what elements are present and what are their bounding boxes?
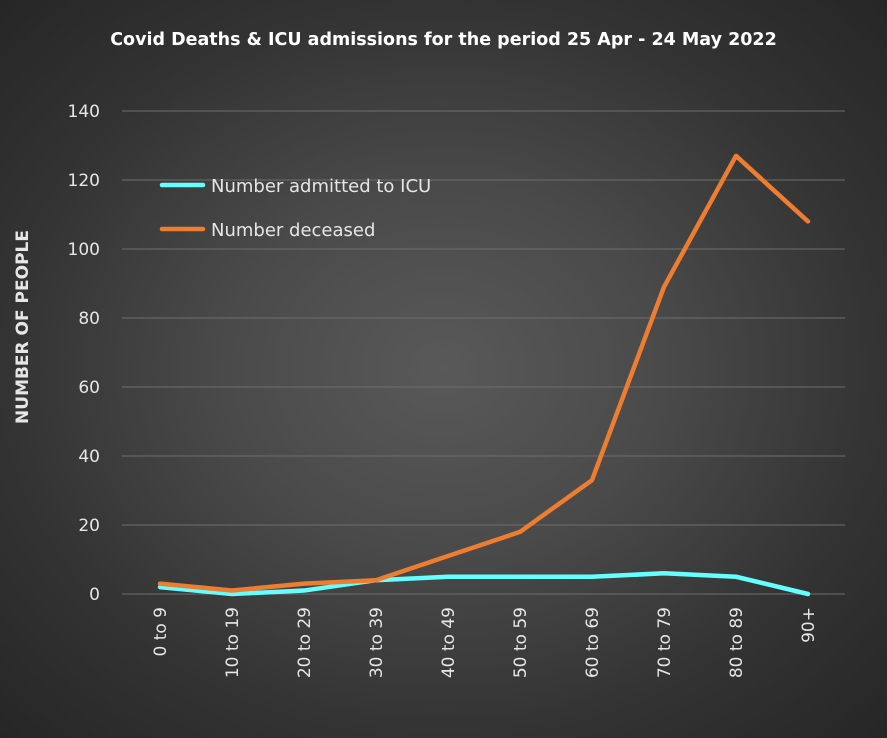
y-tick-label: 20 bbox=[78, 516, 100, 536]
x-tick-label: 30 to 39 bbox=[367, 607, 387, 678]
x-tick-label: 90+ bbox=[799, 607, 819, 643]
x-tick-label: 70 to 79 bbox=[655, 607, 675, 678]
x-tick-label: 50 to 59 bbox=[511, 607, 531, 678]
x-tick-label: 80 to 89 bbox=[727, 607, 747, 678]
legend: Number admitted to ICU Number deceased bbox=[159, 176, 431, 241]
series-line-icu bbox=[157, 571, 811, 597]
x-tick-label: 60 to 69 bbox=[583, 607, 603, 678]
y-tick-label: 80 bbox=[78, 309, 100, 329]
y-tick-label: 100 bbox=[68, 240, 100, 260]
y-tick-label: 60 bbox=[78, 378, 100, 398]
y-tick-label: 0 bbox=[89, 585, 100, 605]
x-tick-label: 10 to 19 bbox=[223, 607, 243, 678]
y-tick-label: 140 bbox=[68, 102, 100, 122]
series-line-deceased bbox=[157, 153, 811, 593]
y-tick-label: 120 bbox=[68, 171, 100, 191]
legend-label: Number deceased bbox=[211, 220, 375, 241]
legend-label: Number admitted to ICU bbox=[211, 176, 431, 197]
y-tick-labels: 0 20 40 60 80 100 120 140 bbox=[68, 102, 100, 605]
y-tick-label: 40 bbox=[78, 447, 100, 467]
y-axis-title: NUMBER OF PEOPLE bbox=[13, 230, 33, 424]
series-layer bbox=[157, 153, 811, 597]
x-tick-labels: 0 to 9 10 to 19 20 to 29 30 to 39 40 to 49 50… bbox=[151, 607, 819, 678]
x-tick-label: 40 to 49 bbox=[439, 607, 459, 678]
chart-title: Covid Deaths & ICU admissions for the pe… bbox=[110, 30, 777, 50]
x-tick-label: 0 to 9 bbox=[151, 607, 171, 657]
x-tick-label: 20 to 29 bbox=[295, 607, 315, 678]
